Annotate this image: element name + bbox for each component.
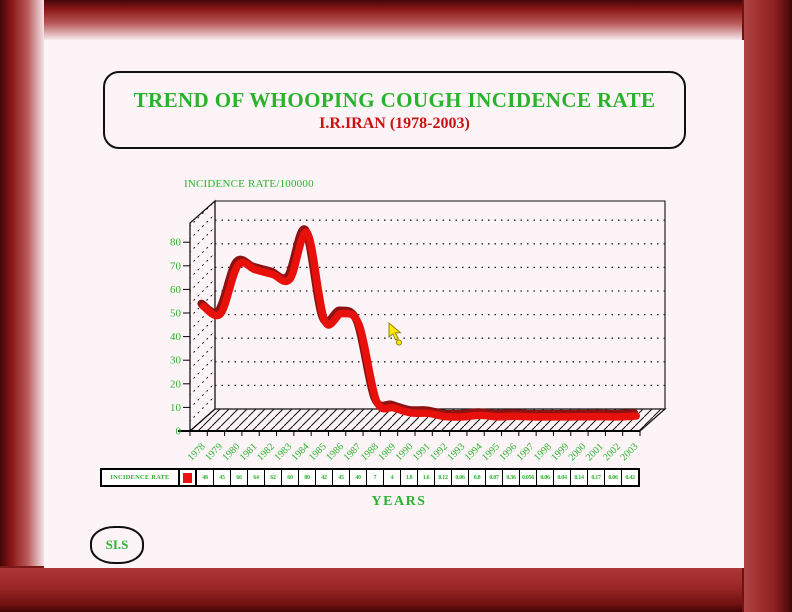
svg-text:70: 70 bbox=[170, 260, 182, 272]
title-box: TREND OF WHOOPING COUGH INCIDENCE RATE I… bbox=[103, 71, 686, 149]
table-value-cell: 0.17 bbox=[587, 470, 604, 485]
x-axis-year-label: 2002 bbox=[601, 441, 623, 463]
table-value-cell: 0.12 bbox=[434, 470, 451, 485]
table-value-cell: 0.06 bbox=[451, 470, 468, 485]
x-axis-year-label: 1978 bbox=[186, 441, 208, 463]
x-axis-labels: 1978197919801981198219831984198519861987… bbox=[186, 441, 641, 463]
table-value-cell: 62 bbox=[264, 470, 281, 485]
x-axis-year-label: 1985 bbox=[307, 441, 329, 463]
svg-text:40: 40 bbox=[170, 331, 182, 343]
svg-text:10: 10 bbox=[170, 402, 182, 414]
x-axis-year-label: 1988 bbox=[359, 441, 381, 463]
table-value-cell: 4 bbox=[383, 470, 400, 485]
x-axis-year-label: 1995 bbox=[480, 441, 502, 463]
svg-text:60: 60 bbox=[170, 284, 182, 296]
table-value-cell: 66 bbox=[230, 470, 247, 485]
axes-and-ticks: 0 10 20 30 40 50 60 70 80 bbox=[170, 223, 641, 438]
table-row-label: INCIDENCE RATE bbox=[102, 470, 180, 485]
x-axis-year-label: 1979 bbox=[203, 441, 225, 463]
table-value-cell: 0.36 bbox=[502, 470, 519, 485]
mouse-cursor-icon bbox=[388, 322, 403, 346]
gridlines bbox=[215, 219, 665, 387]
x-axis-year-label: 1993 bbox=[445, 441, 467, 463]
table-value-cell: 64 bbox=[247, 470, 264, 485]
svg-text:20: 20 bbox=[170, 378, 182, 390]
back-wall-edges bbox=[214, 200, 666, 409]
svg-text:80: 80 bbox=[170, 237, 182, 249]
table-value-row: 48 45 66 64 62 60 80 42 45 40 7 4 1.8 1.6 0.12 0.06 0.8 0… bbox=[197, 470, 638, 485]
trend-chart-3d: 0102030405060708019781979198019811982198… bbox=[170, 199, 667, 463]
table-value-cell: 60 bbox=[281, 470, 298, 485]
y-axis-title: INCIDENCE RATE/100000 bbox=[184, 178, 314, 190]
slide-subtitle: I.R.IRAN (1978-2003) bbox=[319, 114, 470, 132]
table-value-cell: 45 bbox=[213, 470, 230, 485]
table-value-cell: 40 bbox=[349, 470, 366, 485]
signature-badge: SI.S bbox=[90, 526, 144, 564]
svg-text:0: 0 bbox=[176, 426, 182, 438]
table-value-cell: 1.6 bbox=[417, 470, 434, 485]
data-table: INCIDENCE RATE 48 45 66 64 62 60 80 42 45 40 7 4 1.8… bbox=[100, 468, 640, 487]
x-axis-year-label: 1986 bbox=[324, 441, 346, 463]
x-axis-year-label: 1997 bbox=[515, 441, 537, 463]
frame-bottom bbox=[0, 566, 792, 612]
table-value-cell: 0.8 bbox=[468, 470, 485, 485]
x-axis-year-label: 2003 bbox=[618, 441, 640, 463]
svg-text:30: 30 bbox=[170, 355, 182, 367]
x-axis-year-label: 1983 bbox=[272, 441, 294, 463]
x-axis-year-label: 1989 bbox=[376, 441, 398, 463]
table-value-cell: 0.07 bbox=[485, 470, 502, 485]
table-value-cell: 0.42 bbox=[621, 470, 638, 485]
x-axis-year-label: 1992 bbox=[428, 441, 450, 463]
x-axis-year-label: 2000 bbox=[567, 441, 589, 463]
table-value-cell: 45 bbox=[332, 470, 349, 485]
slide-canvas: TREND OF WHOOPING COUGH INCIDENCE RATE I… bbox=[44, 40, 744, 568]
table-value-cell: 0.06 bbox=[536, 470, 553, 485]
x-axis-year-label: 2001 bbox=[584, 441, 606, 463]
frame-left bbox=[0, 0, 44, 612]
table-value-cell: 1.8 bbox=[400, 470, 417, 485]
x-axis-year-label: 1991 bbox=[411, 441, 433, 463]
series-legend-swatch bbox=[183, 472, 192, 483]
x-axis-year-label: 1996 bbox=[497, 441, 519, 463]
table-value-cell: 7 bbox=[366, 470, 383, 485]
table-value-cell: 48 bbox=[202, 474, 208, 481]
frame-right bbox=[742, 0, 792, 612]
x-axis-year-label: 1981 bbox=[238, 441, 260, 463]
frame-top bbox=[0, 0, 792, 40]
x-axis-year-label: 1982 bbox=[255, 441, 277, 463]
slide-title: TREND OF WHOOPING COUGH INCIDENCE RATE bbox=[133, 87, 656, 112]
incidence-rate-series-line bbox=[197, 225, 640, 421]
legend-cell bbox=[180, 470, 197, 485]
x-axis-title: YEARS bbox=[371, 494, 427, 509]
x-axis-year-label: 1980 bbox=[220, 441, 242, 463]
x-axis-year-label: 1998 bbox=[532, 441, 554, 463]
table-value-cell: 0.06 bbox=[604, 470, 621, 485]
x-axis-year-label: 1994 bbox=[463, 441, 485, 463]
table-value-cell: 0.04 bbox=[553, 470, 570, 485]
x-axis-year-label: 1990 bbox=[393, 441, 415, 463]
x-axis-year-label: 1999 bbox=[549, 441, 571, 463]
table-value-cell: 0.056 bbox=[519, 470, 536, 485]
table-value-cell: 0.14 bbox=[570, 470, 587, 485]
table-value-cell: 42 bbox=[315, 470, 332, 485]
svg-text:50: 50 bbox=[170, 308, 182, 320]
x-axis-year-label: 1987 bbox=[342, 441, 364, 463]
x-axis-year-label: 1984 bbox=[290, 441, 312, 463]
table-value-cell: 80 bbox=[298, 470, 315, 485]
